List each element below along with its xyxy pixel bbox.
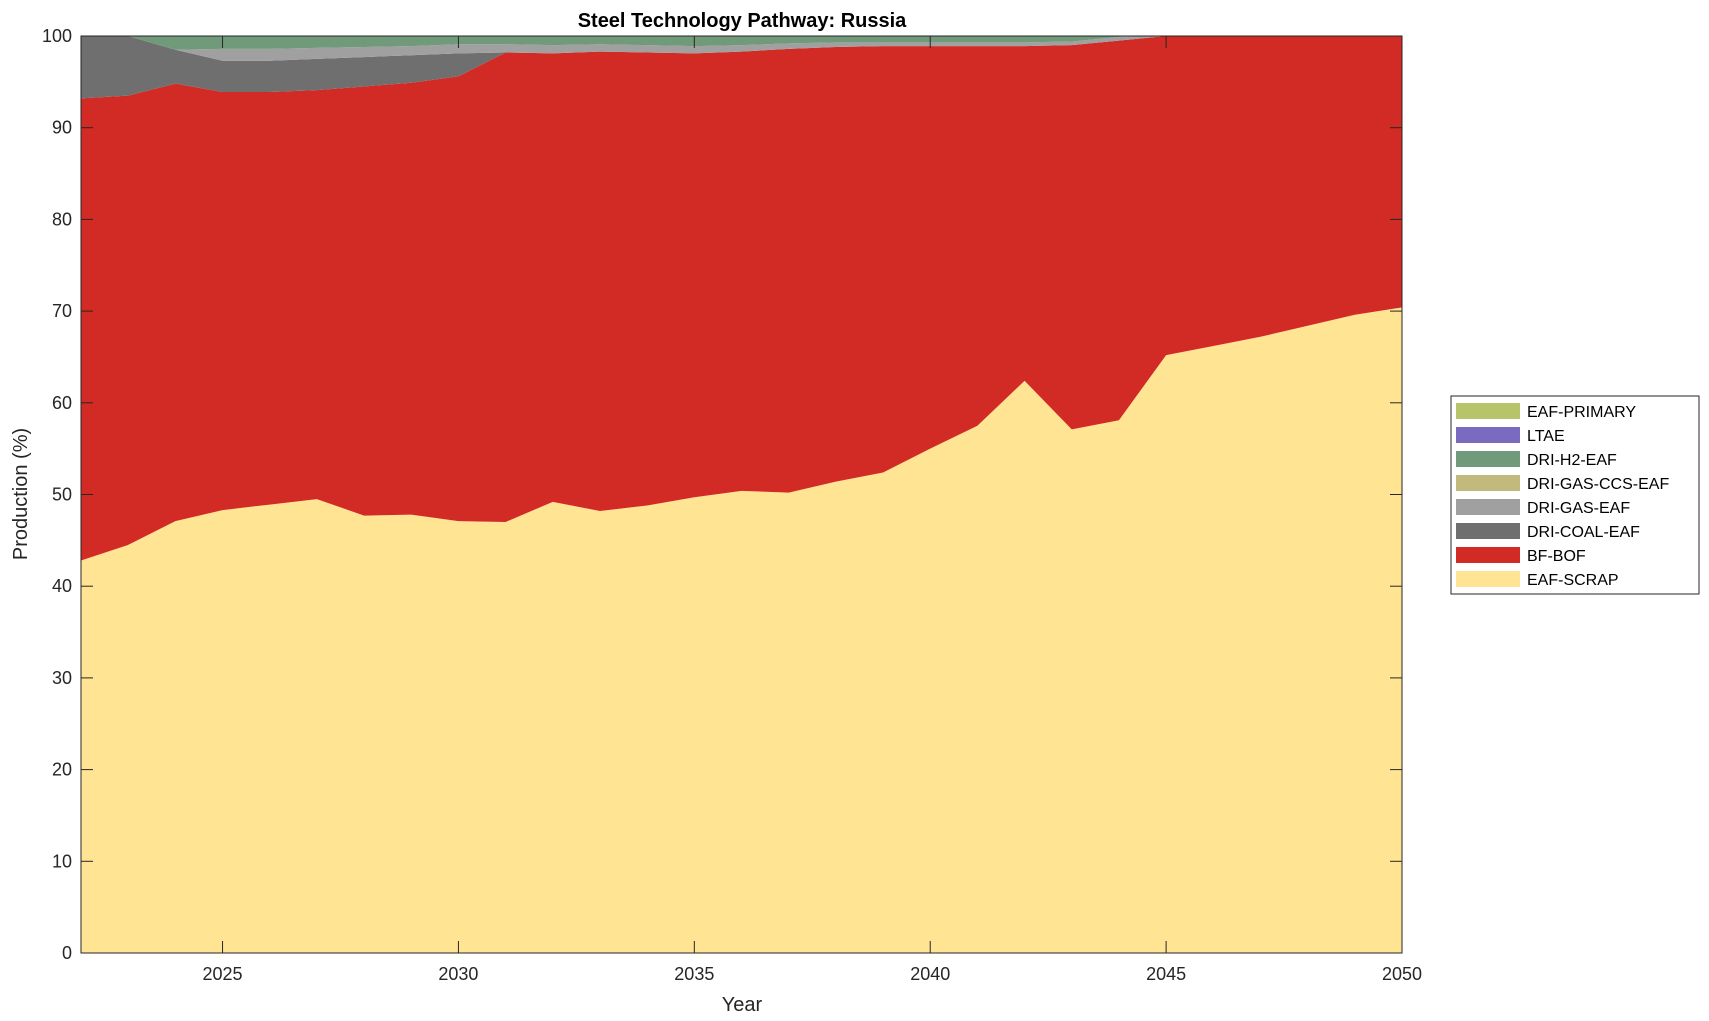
y-tick-label: 70 <box>52 301 72 321</box>
x-tick-label: 2040 <box>910 964 950 984</box>
legend-swatch-dri-coal-eaf <box>1456 523 1520 539</box>
legend-label-eaf-primary: EAF-PRIMARY <box>1527 404 1636 421</box>
area-dri-gas-eaf <box>81 36 1402 61</box>
y-tick-label: 0 <box>62 943 72 963</box>
legend-swatch-dri-gas-eaf <box>1456 499 1520 515</box>
legend-label-dri-gas-ccs-eaf: DRI-GAS-CCS-EAF <box>1527 476 1669 493</box>
legend-label-eaf-scrap: EAF-SCRAP <box>1527 572 1619 589</box>
legend: EAF-PRIMARY LTAE DRI-H2-EAF DRI-GAS-CCS-EAF… <box>1450 395 1700 595</box>
legend-swatch-bf-bof <box>1456 547 1520 563</box>
legend-label-dri-coal-eaf: DRI-COAL-EAF <box>1527 524 1640 541</box>
legend-label-dri-h2-eaf: DRI-H2-EAF <box>1527 452 1617 469</box>
legend-label-dri-gas-eaf: DRI-GAS-EAF <box>1527 500 1630 517</box>
y-tick-label: 20 <box>52 760 72 780</box>
legend-label-ltae: LTAE <box>1527 428 1565 445</box>
x-tick-label: 2035 <box>674 964 714 984</box>
legend-swatch-eaf-primary <box>1456 403 1520 419</box>
y-axis: 0 10 20 30 40 50 60 70 80 90 100 <box>42 26 1402 963</box>
legend-swatch-dri-gas-ccs-eaf <box>1456 475 1520 491</box>
x-axis: 2025 2030 2035 2040 2045 2050 <box>203 36 1422 984</box>
legend-swatch-eaf-scrap <box>1456 571 1520 587</box>
y-tick-label: 90 <box>52 118 72 138</box>
x-tick-label: 2045 <box>1146 964 1186 984</box>
area-eaf-scrap <box>81 307 1402 953</box>
y-tick-label: 50 <box>52 485 72 505</box>
legend-label-bf-bof: BF-BOF <box>1527 548 1586 565</box>
area-dri-coal-eaf <box>81 36 1402 99</box>
y-tick-label: 10 <box>52 851 72 871</box>
x-tick-label: 2030 <box>438 964 478 984</box>
y-tick-label: 100 <box>42 26 72 46</box>
legend-swatch-ltae <box>1456 427 1520 443</box>
x-tick-label: 2025 <box>203 964 243 984</box>
x-tick-label: 2050 <box>1382 964 1422 984</box>
y-tick-label: 60 <box>52 393 72 413</box>
plot-areas <box>81 36 1402 953</box>
chart-title: Steel Technology Pathway: Russia <box>578 10 907 32</box>
area-dri-h2-eaf <box>81 36 1402 50</box>
area-bf-bof <box>81 36 1402 561</box>
y-tick-label: 30 <box>52 668 72 688</box>
y-tick-label: 40 <box>52 576 72 596</box>
y-tick-label: 80 <box>52 209 72 229</box>
y-axis-title: Production (%) <box>10 428 32 560</box>
legend-swatch-dri-h2-eaf <box>1456 451 1520 467</box>
x-axis-title: Year <box>722 994 763 1016</box>
